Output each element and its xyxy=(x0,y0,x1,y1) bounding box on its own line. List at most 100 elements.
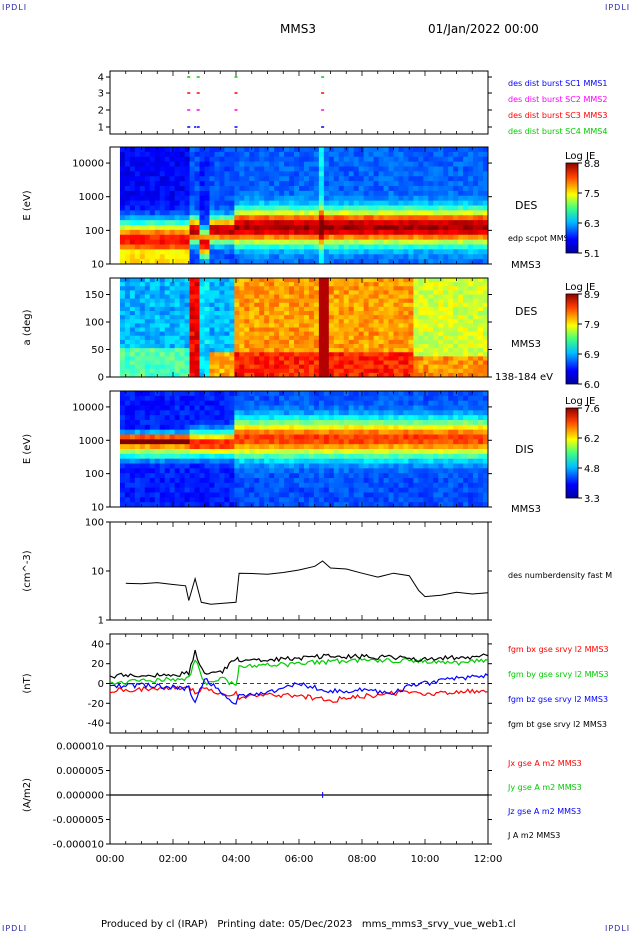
spectrogram-cell xyxy=(358,449,365,455)
spectrogram-cell xyxy=(348,176,355,182)
spectrogram-cell xyxy=(403,306,410,312)
spectrogram-cell xyxy=(328,171,335,177)
spectrogram-cell xyxy=(199,453,206,460)
spectrogram-cell xyxy=(308,420,315,426)
spectrogram-cell xyxy=(323,190,330,197)
spectrogram-cell xyxy=(179,311,186,316)
spectrogram-cell xyxy=(124,147,131,153)
spectrogram-cell xyxy=(458,306,464,312)
spectrogram-cell xyxy=(313,298,320,304)
spectrogram-cell xyxy=(134,234,141,241)
spectrogram-cell xyxy=(234,259,240,264)
spectrogram-cell xyxy=(219,311,225,316)
spectrogram-cell xyxy=(259,290,265,296)
spectrogram-cell xyxy=(294,395,300,402)
spectrogram-cell xyxy=(438,315,444,320)
spectrogram-cell xyxy=(398,195,405,202)
spectrogram-cell xyxy=(333,492,340,498)
spectrogram-cell xyxy=(189,200,196,207)
spectrogram-cell xyxy=(234,181,240,187)
spectrogram-cell xyxy=(333,151,340,158)
spectrogram-cell xyxy=(284,420,290,426)
spectrogram-cell xyxy=(413,254,419,260)
spectrogram-cell xyxy=(478,259,484,264)
spectrogram-cell xyxy=(448,259,454,264)
spectrogram-cell xyxy=(433,298,439,304)
spectrogram-cell xyxy=(219,244,225,250)
spectrogram-cell xyxy=(343,356,350,362)
spectrogram-cell xyxy=(378,306,385,312)
spectrogram-cell xyxy=(294,254,300,260)
spectrogram-cell xyxy=(169,410,176,416)
spectrogram-cell xyxy=(184,327,191,333)
spectrogram-cell xyxy=(363,249,370,255)
spectrogram-cell xyxy=(214,290,221,296)
spectrogram-cell xyxy=(433,319,439,324)
spectrogram-cell xyxy=(333,282,340,287)
spectrogram-cell xyxy=(353,458,360,465)
spectrogram-cell xyxy=(164,352,171,357)
spectrogram-cell xyxy=(353,286,360,291)
spectrogram-cell xyxy=(358,410,365,416)
spectrogram-cell xyxy=(159,290,166,296)
spectrogram-cell xyxy=(224,368,230,374)
spectrogram-cell xyxy=(368,294,375,300)
spectrogram-cell xyxy=(144,161,151,168)
spectrogram-cell xyxy=(189,424,196,431)
spectrogram-cell xyxy=(259,278,265,283)
spectrogram-cell xyxy=(239,360,245,366)
spectrogram-cell xyxy=(274,302,280,308)
spectrogram-cell xyxy=(343,331,350,337)
spectrogram-cell xyxy=(119,171,126,177)
spectrogram-cell xyxy=(363,315,370,320)
spectrogram-cell xyxy=(169,439,176,445)
spectrogram-cell xyxy=(343,286,350,291)
spectrogram-cell xyxy=(159,434,166,440)
spectrogram-cell xyxy=(343,439,350,445)
spectrogram-cell xyxy=(418,339,424,345)
spectrogram-cell xyxy=(438,156,444,163)
spectrogram-cell xyxy=(229,220,235,226)
spectrogram-cell xyxy=(328,424,335,431)
spectrogram-cell xyxy=(313,478,320,484)
spectrogram-cell xyxy=(428,190,434,197)
spectrogram-cell xyxy=(393,229,400,236)
spectrogram-cell xyxy=(224,468,230,474)
spectrogram-cell xyxy=(284,147,290,153)
spectrogram-cell xyxy=(244,290,250,296)
spectrogram-cell xyxy=(219,239,225,246)
spectrogram-cell xyxy=(199,395,206,402)
spectrogram-cell xyxy=(328,468,335,474)
spectrogram-cell xyxy=(393,210,400,216)
spectrogram-cell xyxy=(119,254,126,260)
spectrogram-cell xyxy=(279,302,285,308)
spectrogram-cell xyxy=(478,294,484,300)
spectrogram-cell xyxy=(234,286,240,291)
spectrogram-cell xyxy=(348,356,355,362)
spectrogram-cell xyxy=(234,225,240,231)
spectrogram-cell xyxy=(348,439,355,445)
spectrogram-cell xyxy=(463,331,469,337)
spectrogram-cell xyxy=(179,429,186,436)
spectrogram-cell xyxy=(219,200,225,207)
spectrogram-cell xyxy=(259,215,265,221)
spectrogram-cell xyxy=(239,298,245,304)
spectrogram-cell xyxy=(129,449,136,455)
spectrogram-cell xyxy=(303,502,310,507)
spectrogram-cell xyxy=(433,244,439,250)
spectrogram-cell xyxy=(254,372,260,377)
spectrogram-cell xyxy=(363,156,370,163)
spectrogram-cell xyxy=(214,502,221,507)
spectrogram-cell xyxy=(224,497,230,503)
spectrogram-cell xyxy=(169,331,176,337)
spectrogram-cell xyxy=(308,190,315,197)
spectrogram-cell xyxy=(209,249,216,255)
spectrogram-cell xyxy=(289,166,295,172)
spectrogram-cell xyxy=(234,254,240,260)
spectrogram-cell xyxy=(199,290,206,296)
spectrogram-cell xyxy=(199,323,206,329)
spectrogram-cell xyxy=(353,290,360,296)
spectrogram-cell xyxy=(343,344,350,349)
spectrogram-cell xyxy=(149,200,156,207)
spectrogram-cell xyxy=(453,166,459,172)
